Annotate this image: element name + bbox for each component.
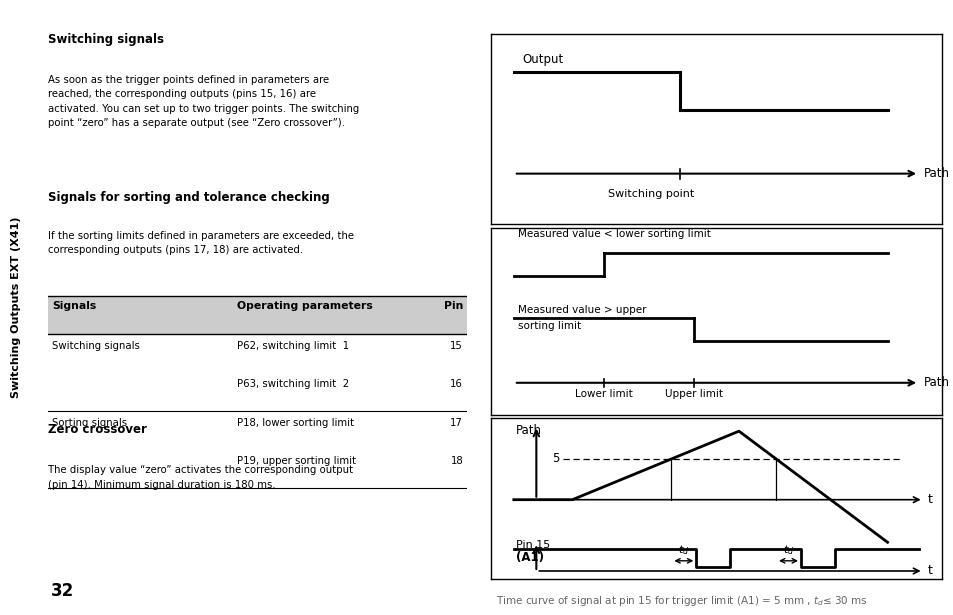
- Text: Time curve of signal at pin 15 for trigger limit (A1) = 5 mm , $t_d$≤ 30 ms: Time curve of signal at pin 15 for trigg…: [496, 593, 867, 608]
- Text: Path: Path: [923, 376, 948, 389]
- Text: Switching signals: Switching signals: [51, 341, 140, 351]
- Text: Zero crossover: Zero crossover: [48, 423, 147, 436]
- Text: P19, upper sorting limit: P19, upper sorting limit: [236, 456, 355, 466]
- Text: The display value “zero” activates the corresponding output
(pin 14). Minimum si: The display value “zero” activates the c…: [48, 466, 353, 490]
- Text: Lower limit: Lower limit: [575, 389, 632, 399]
- Text: Switching Outputs EXT (X41): Switching Outputs EXT (X41): [10, 216, 21, 399]
- Text: Measured value < lower sorting limit: Measured value < lower sorting limit: [517, 229, 710, 239]
- Text: $t_d$: $t_d$: [782, 543, 793, 557]
- Text: P62, switching limit  1: P62, switching limit 1: [236, 341, 349, 351]
- Text: If the sorting limits defined in parameters are exceeded, the
corresponding outp: If the sorting limits defined in paramet…: [48, 231, 354, 255]
- Text: 15: 15: [450, 341, 463, 351]
- Text: Switching point: Switching point: [608, 189, 694, 199]
- Text: $t_d$: $t_d$: [678, 543, 689, 557]
- Text: Signals: Signals: [51, 301, 96, 311]
- Text: P63, switching limit  2: P63, switching limit 2: [236, 379, 349, 389]
- Text: Sorting signals: Sorting signals: [51, 418, 127, 428]
- Text: t: t: [927, 493, 932, 506]
- Text: Operating parameters: Operating parameters: [236, 301, 372, 311]
- Text: t: t: [927, 565, 932, 577]
- Text: Path: Path: [516, 424, 541, 437]
- Text: 18: 18: [450, 456, 463, 466]
- Text: Upper limit: Upper limit: [664, 389, 722, 399]
- Text: P18, lower sorting limit: P18, lower sorting limit: [236, 418, 354, 428]
- Text: Measured value > upper: Measured value > upper: [517, 305, 646, 315]
- Text: 17: 17: [450, 418, 463, 428]
- Bar: [48, 296, 467, 334]
- Text: 16: 16: [450, 379, 463, 389]
- Text: 32: 32: [51, 582, 73, 600]
- Text: Switching signals: Switching signals: [48, 33, 164, 46]
- Text: sorting limit: sorting limit: [517, 322, 580, 331]
- Text: 5: 5: [552, 453, 559, 466]
- Text: Pin 15: Pin 15: [516, 541, 550, 550]
- Text: Signals for sorting and tolerance checking: Signals for sorting and tolerance checki…: [48, 191, 329, 204]
- Text: Path: Path: [923, 167, 948, 180]
- Text: As soon as the trigger points defined in parameters are
reached, the correspondi: As soon as the trigger points defined in…: [48, 75, 358, 129]
- Text: (A1): (A1): [516, 550, 543, 563]
- Text: Output: Output: [522, 53, 563, 66]
- Text: Pin: Pin: [443, 301, 463, 311]
